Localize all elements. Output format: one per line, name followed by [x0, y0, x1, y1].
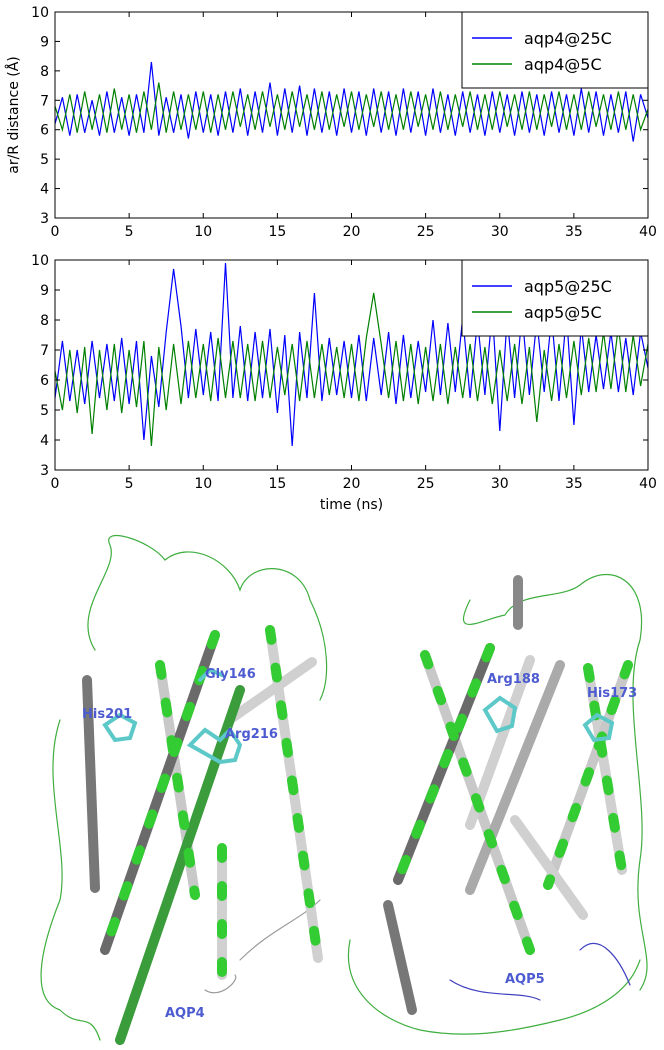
- y-tick-label: 10: [31, 5, 49, 21]
- y-tick-label: 3: [40, 211, 49, 227]
- x-tick-label: 30: [491, 224, 509, 240]
- series-line: [54, 61, 649, 142]
- series-line: [54, 82, 649, 133]
- y-tick-label: 4: [40, 433, 49, 449]
- x-tick-label: 40: [639, 476, 657, 492]
- protein-label: AQP4: [165, 1006, 205, 1021]
- x-tick-label: 5: [125, 224, 134, 240]
- residue-label: His173: [587, 686, 637, 701]
- x-tick-label: 25: [417, 476, 435, 492]
- x-tick-label: 30: [491, 476, 509, 492]
- x-tick-label: 15: [268, 224, 286, 240]
- y-tick-label: 6: [40, 123, 49, 139]
- legend-box: [461, 11, 649, 89]
- y-tick-label: 8: [40, 64, 49, 80]
- helix-stripes: [100, 625, 633, 980]
- y-tick-label: 7: [40, 343, 49, 359]
- x-tick-label: 20: [343, 224, 361, 240]
- x-tick-label: 35: [565, 224, 583, 240]
- x-tick-label: 10: [194, 224, 212, 240]
- x-tick-label: 5: [125, 476, 134, 492]
- x-tick-label: 25: [417, 224, 435, 240]
- residue-label: Arg188: [487, 672, 540, 687]
- legend: aqp5@25C aqp5@5C: [461, 259, 649, 337]
- y-tick-label: 7: [40, 93, 49, 109]
- legend-box: [461, 259, 649, 337]
- x-tick-label: 20: [343, 476, 361, 492]
- y-tick-label: 9: [40, 283, 49, 299]
- y-tick-label: 4: [40, 182, 49, 198]
- legend: aqp4@25C aqp4@5C: [461, 11, 649, 89]
- residue-label: Gly146: [205, 667, 256, 682]
- y-axis-label: ar/R distance (Å): [5, 56, 22, 174]
- x-tick-label: 0: [51, 476, 60, 492]
- residue-label: His201: [82, 707, 132, 722]
- protein-structures: [40, 535, 648, 1045]
- series-line: [54, 262, 649, 447]
- chart: 0 5 10 15 20 25 30 35 40 3 4 5 6 7 8 9 10 ar/R distance (…: [5, 5, 657, 240]
- y-tick-label: 5: [40, 152, 49, 168]
- legend-label: aqp4@5C: [524, 55, 602, 74]
- x-tick-label: 10: [194, 476, 212, 492]
- y-tick-label: 3: [40, 463, 49, 479]
- residue-label: Arg216: [225, 727, 278, 742]
- helices: [82, 575, 633, 1045]
- structure-labels: Gly146 His201 Arg216 AQP4 Arg188 His173 …: [82, 667, 637, 1021]
- chart: 0 5 10 15 20 25 30 35 40 3 4 5 6 7 8 9 10 time (ns) aqp5@2…: [31, 253, 657, 513]
- y-tick-label: 5: [40, 403, 49, 419]
- series-line: [54, 292, 649, 447]
- x-tick-label: 40: [639, 224, 657, 240]
- y-tick-label: 8: [40, 313, 49, 329]
- y-tick-label: 9: [40, 34, 49, 50]
- legend-label: aqp5@25C: [524, 277, 612, 296]
- x-tick-label: 15: [268, 476, 286, 492]
- y-tick-label: 10: [31, 253, 49, 269]
- x-tick-label: 0: [51, 224, 60, 240]
- protein-label: AQP5: [505, 972, 545, 987]
- legend-label: aqp4@25C: [524, 29, 612, 48]
- y-tick-label: 6: [40, 373, 49, 389]
- x-tick-label: 35: [565, 476, 583, 492]
- ribbons: [40, 535, 648, 1041]
- residues: [102, 667, 615, 765]
- legend-label: aqp5@5C: [524, 303, 602, 322]
- x-axis-label: time (ns): [320, 497, 383, 513]
